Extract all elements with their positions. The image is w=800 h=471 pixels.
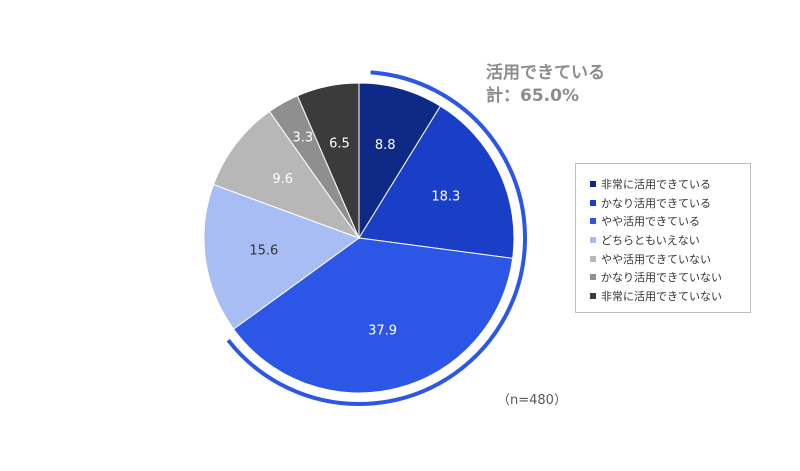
legend-item-6: かなり活用できていない [590, 268, 750, 287]
sample-size: （n=480） [497, 393, 567, 408]
legend-label: 非常に活用できている [601, 178, 711, 192]
legend-label: やや活用できていない [601, 252, 711, 266]
slice-value-label-1: 8.8 [375, 138, 396, 153]
pie-slice-4 [203, 183, 361, 330]
pie-slice-3 [232, 237, 514, 394]
slice-value-label-3: 37.9 [368, 324, 397, 339]
legend-label: かなり活用できていない [601, 271, 722, 285]
callout-line-1: 活用できている [486, 63, 605, 83]
highlight-arc [226, 70, 527, 406]
legend-label: どちらともいえない [601, 234, 700, 248]
legend: 非常に活用できている かなり活用できている やや活用できている どちらともいえな… [575, 163, 751, 313]
callout-line-2: 計：65.0% [486, 86, 579, 106]
legend-item-3: やや活用できている [590, 212, 750, 231]
legend-swatch [590, 181, 596, 188]
legend-label: 非常に活用できていない [601, 289, 722, 303]
legend-label: かなり活用できている [601, 196, 711, 210]
slice-value-label-4: 15.6 [249, 244, 278, 259]
legend-swatch [590, 255, 596, 262]
legend-swatch [590, 199, 596, 206]
legend-item-5: やや活用できていない [590, 249, 750, 268]
legend-item-2: かなり活用できている [590, 194, 750, 213]
legend-item-1: 非常に活用できている [590, 175, 750, 194]
slice-value-label-6: 3.3 [292, 131, 313, 146]
pie-slice-7 [296, 82, 360, 239]
slice-value-label-7: 6.5 [329, 136, 350, 151]
pie-slice-1 [358, 82, 442, 240]
pie-slice-5 [212, 110, 361, 240]
legend-swatch [590, 292, 596, 299]
total-callout: 活用できている 計：65.0% [486, 62, 605, 108]
legend-item-4: どちらともいえない [590, 231, 750, 250]
legend-swatch [590, 218, 596, 225]
slice-value-label-5: 9.6 [272, 172, 293, 187]
legend-label: やや活用できている [601, 215, 700, 229]
slice-value-label-2: 18.3 [431, 189, 460, 204]
legend-swatch [590, 274, 596, 281]
legend-swatch [590, 237, 596, 244]
legend-item-7: 非常に活用できていない [590, 287, 750, 306]
pie-slice-2 [358, 105, 515, 259]
